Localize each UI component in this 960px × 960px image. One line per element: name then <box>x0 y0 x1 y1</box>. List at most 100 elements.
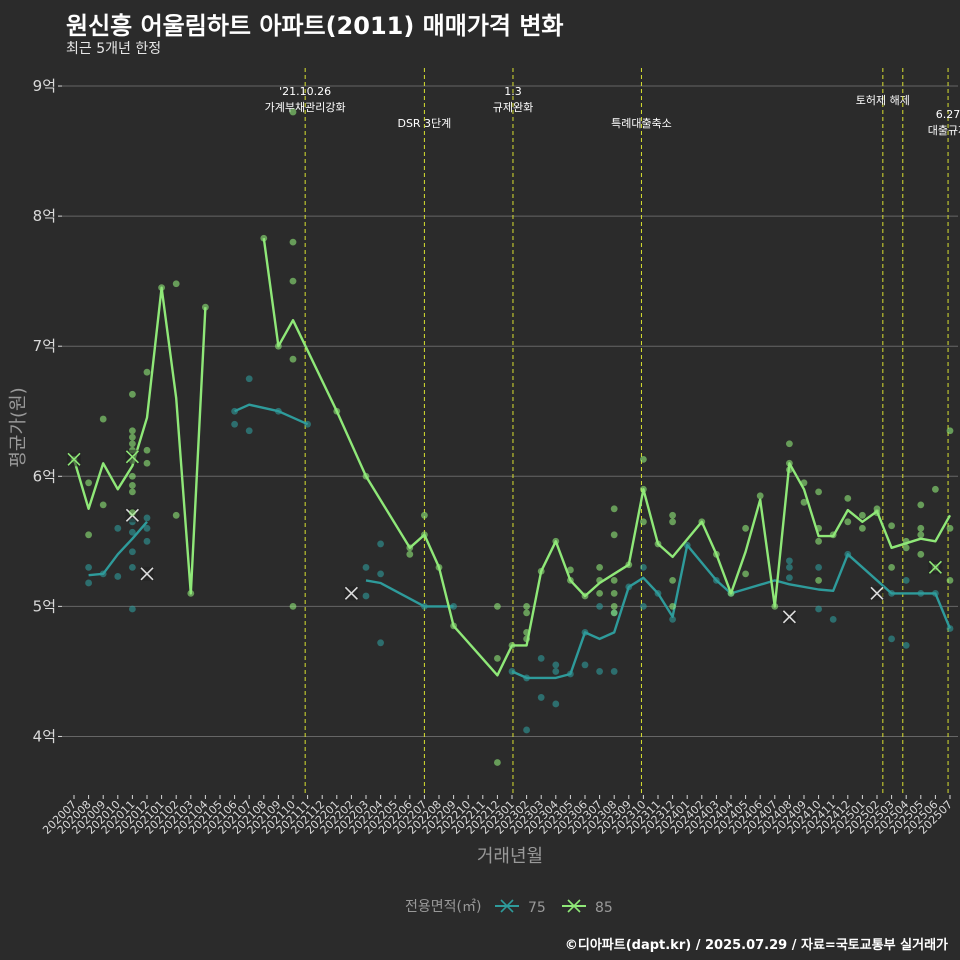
trade-point-85 <box>756 492 764 500</box>
trade-point-85 <box>946 427 954 435</box>
trade-point-85 <box>669 576 676 584</box>
avg-line-75 <box>88 521 148 577</box>
trade-point-75 <box>552 668 560 675</box>
cancelled-stroke <box>344 586 358 600</box>
cancelled-stroke <box>782 610 796 624</box>
trade-point-85 <box>289 277 297 285</box>
source-credit: ©디아파트(dapt.kr) / 2025.07.29 / 자료=국토교통부 실… <box>564 938 948 953</box>
trade-point-85 <box>129 481 136 489</box>
series-75 <box>85 375 954 734</box>
series-85 <box>67 108 954 766</box>
trade-point-75 <box>143 514 151 522</box>
trade-point-85 <box>85 531 92 539</box>
legend-label: 85 <box>595 900 613 916</box>
trade-point-85 <box>129 488 136 496</box>
trade-point-85 <box>917 531 925 539</box>
trade-point-75 <box>245 375 253 383</box>
trade-point-85 <box>494 759 501 766</box>
cancelled-marker-85 <box>928 560 943 575</box>
event-label: 규제완화 <box>493 101 533 114</box>
trade-point-85 <box>129 509 136 517</box>
trade-point-85 <box>99 415 107 423</box>
page-title: 원신흥 어울림하트 아파트(2011) 매매가격 변화 <box>66 12 564 40</box>
trade-point-85 <box>610 505 618 513</box>
y-axis-title: 평균가(원) <box>8 387 29 467</box>
grid: 4억 5억 6억 7억 8억 9억 <box>33 77 958 745</box>
trade-point-85 <box>669 602 676 610</box>
trade-point-85 <box>172 511 180 519</box>
trade-point-75 <box>362 592 370 600</box>
trade-point-75 <box>786 574 793 582</box>
page-subtitle: 최근 5개년 한정 <box>66 41 162 57</box>
trade-point-85 <box>742 570 749 578</box>
trade-point-85 <box>640 518 647 526</box>
trade-point-85 <box>202 303 209 311</box>
x-axis-title: 거래년월 <box>477 846 543 867</box>
trade-point-75 <box>129 563 136 571</box>
avg-line-75 <box>234 403 309 426</box>
trade-point-75 <box>85 563 92 571</box>
trade-point-75 <box>114 524 122 532</box>
trade-point-85 <box>669 511 676 519</box>
trade-point-85 <box>844 518 852 526</box>
trade-point-75 <box>129 548 136 556</box>
trade-point-85 <box>873 505 881 513</box>
cancelled-stroke <box>140 567 154 581</box>
event-label: 대출규제 <box>928 124 960 137</box>
event-label: 1.3 <box>504 85 522 98</box>
cancelled-marker-75 <box>870 586 884 601</box>
trade-point-75 <box>114 573 122 580</box>
trade-point-85 <box>406 550 414 558</box>
trade-point-75 <box>640 602 647 610</box>
event-label: 특례대출축소 <box>611 117 672 130</box>
event-label: 6.27 <box>936 108 960 121</box>
trade-point-85 <box>143 459 151 467</box>
trade-point-85 <box>85 479 92 487</box>
legend-label: 75 <box>528 900 546 916</box>
cancelled-stroke <box>928 560 942 574</box>
trade-point-85 <box>289 238 297 246</box>
x-axis: 2020072020082020092020102020112020122021… <box>40 795 955 837</box>
cancelled-marker-75 <box>140 566 154 581</box>
y-tick-label: 4억 <box>33 727 56 745</box>
trade-point-85 <box>888 522 895 530</box>
cancelled-stroke <box>125 450 139 464</box>
legend-swatch-x <box>567 899 581 913</box>
trade-point-85 <box>494 602 501 610</box>
trade-point-85 <box>610 609 618 617</box>
event-label: 토허제 해제 <box>856 93 910 107</box>
avg-line-85 <box>72 286 207 595</box>
trade-point-75 <box>815 605 822 613</box>
trade-point-75 <box>523 726 530 734</box>
trade-point-85 <box>99 501 107 509</box>
trade-point-85 <box>917 524 925 532</box>
trade-point-75 <box>829 615 837 623</box>
legend-title: 전용면적(㎡) <box>405 899 481 915</box>
y-tick-label: 5억 <box>33 597 56 615</box>
trade-point-85 <box>932 485 939 493</box>
event-label: 가계부채관리강화 <box>265 101 346 114</box>
trade-point-85 <box>859 524 866 532</box>
trade-point-85 <box>421 511 428 519</box>
trade-point-75 <box>377 570 384 578</box>
legend: 전용면적(㎡) 75 85 <box>405 899 613 916</box>
trade-point-85 <box>742 524 749 532</box>
trade-point-85 <box>815 576 822 584</box>
trade-point-85 <box>888 563 895 571</box>
trade-point-85 <box>917 550 925 558</box>
trade-point-85 <box>902 544 910 552</box>
trade-point-85 <box>143 446 151 454</box>
trade-point-75 <box>143 537 151 545</box>
trade-point-75 <box>902 576 910 584</box>
trade-point-75 <box>786 563 793 571</box>
y-tick-label: 6억 <box>33 467 56 485</box>
trade-point-75 <box>143 524 151 532</box>
trade-point-85 <box>815 537 822 545</box>
trade-point-75 <box>552 700 560 708</box>
trade-point-75 <box>377 540 384 548</box>
event-label: DSR 3단계 <box>397 117 451 130</box>
legend-swatch-x <box>500 899 514 913</box>
trade-point-85 <box>946 576 954 584</box>
trade-point-75 <box>552 661 560 669</box>
